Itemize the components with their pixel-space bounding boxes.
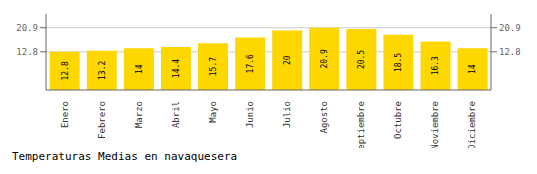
- svg-text:Junio: Junio: [245, 101, 255, 128]
- svg-text:14.4: 14.4: [172, 59, 181, 78]
- svg-text:14: 14: [468, 64, 477, 74]
- svg-text:20.5: 20.5: [357, 50, 366, 69]
- svg-text:13.2: 13.2: [98, 61, 107, 80]
- svg-text:Mayo: Mayo: [208, 101, 218, 123]
- svg-text:20.9: 20.9: [16, 23, 38, 33]
- svg-text:Marzo: Marzo: [134, 101, 144, 128]
- svg-text:12.8: 12.8: [16, 47, 38, 57]
- svg-text:Diciembre: Diciembre: [467, 101, 477, 148]
- svg-text:Noviembre: Noviembre: [430, 101, 440, 148]
- svg-text:Enero: Enero: [60, 101, 70, 128]
- svg-text:12.8: 12.8: [61, 61, 70, 80]
- svg-text:Febrero: Febrero: [97, 101, 107, 139]
- svg-text:Octubre: Octubre: [393, 101, 403, 139]
- svg-text:Julio: Julio: [282, 101, 292, 128]
- svg-text:18.5: 18.5: [394, 53, 403, 72]
- svg-text:16.3: 16.3: [431, 56, 440, 75]
- svg-text:15.7: 15.7: [209, 57, 218, 76]
- svg-text:17.6: 17.6: [246, 54, 255, 73]
- svg-text:Septiembre: Septiembre: [356, 101, 366, 148]
- svg-text:Agosto: Agosto: [319, 101, 329, 134]
- svg-text:14: 14: [135, 64, 144, 74]
- svg-text:20.9: 20.9: [320, 49, 329, 68]
- svg-text:12.8: 12.8: [499, 47, 521, 57]
- html-text:Temperaturas Medias en navaque: Temperaturas Medias en navaquesera: [12, 150, 238, 163]
- svg-text:20: 20: [283, 55, 292, 65]
- svg-text:20.9: 20.9: [499, 23, 521, 33]
- svg-text:Abril: Abril: [171, 101, 181, 128]
